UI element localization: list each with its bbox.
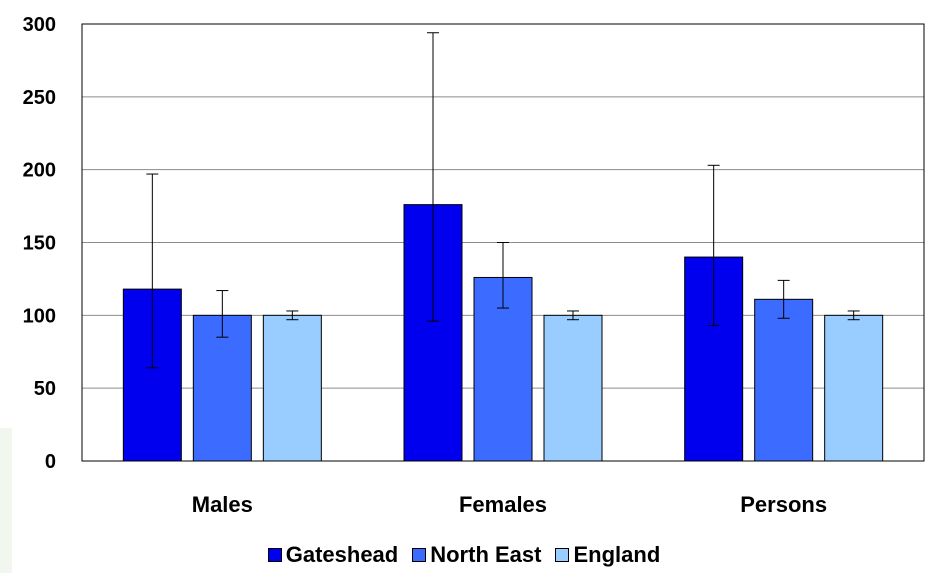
x-axis-category-labels: Males Females Persons — [192, 492, 827, 517]
y-tick-label: 150 — [23, 233, 56, 255]
plot-border — [81, 23, 925, 462]
decorative-strip — [0, 428, 12, 573]
category-label: Males — [192, 492, 253, 517]
legend-label-gateshead: Gateshead — [285, 542, 399, 567]
plot-frame — [81, 23, 925, 462]
bar — [824, 314, 884, 462]
y-tick-label: 50 — [34, 378, 56, 400]
legend-swatch-north-east — [412, 548, 427, 562]
y-tick-label: 100 — [23, 305, 56, 327]
y-tick-label: 300 — [23, 14, 56, 36]
bar — [262, 314, 322, 462]
bar-chart: 0 50 100 150 200 250 300 Males Females Persons — [23, 14, 925, 517]
y-tick-label: 250 — [23, 87, 56, 109]
legend-swatch-england — [555, 548, 570, 562]
bar — [754, 298, 814, 462]
category-label: Females — [459, 492, 547, 517]
y-tick-label: 200 — [23, 160, 56, 182]
y-axis-tick-labels: 0 50 100 150 200 250 300 — [23, 14, 56, 473]
legend-swatch-gateshead — [267, 548, 282, 562]
legend-item-england: England — [555, 542, 660, 568]
bars — [122, 204, 884, 462]
bar — [543, 314, 603, 462]
y-tick-label: 0 — [45, 451, 56, 473]
legend-label-north-east: North East — [430, 542, 542, 567]
legend-item-north-east: North East — [412, 542, 541, 568]
legend: Gateshead North East England — [0, 541, 928, 569]
legend-item-gateshead: Gateshead — [267, 542, 399, 568]
category-label: Persons — [740, 492, 827, 517]
bar — [192, 314, 252, 462]
error-bars — [146, 32, 860, 369]
legend-label-england: England — [573, 542, 661, 567]
